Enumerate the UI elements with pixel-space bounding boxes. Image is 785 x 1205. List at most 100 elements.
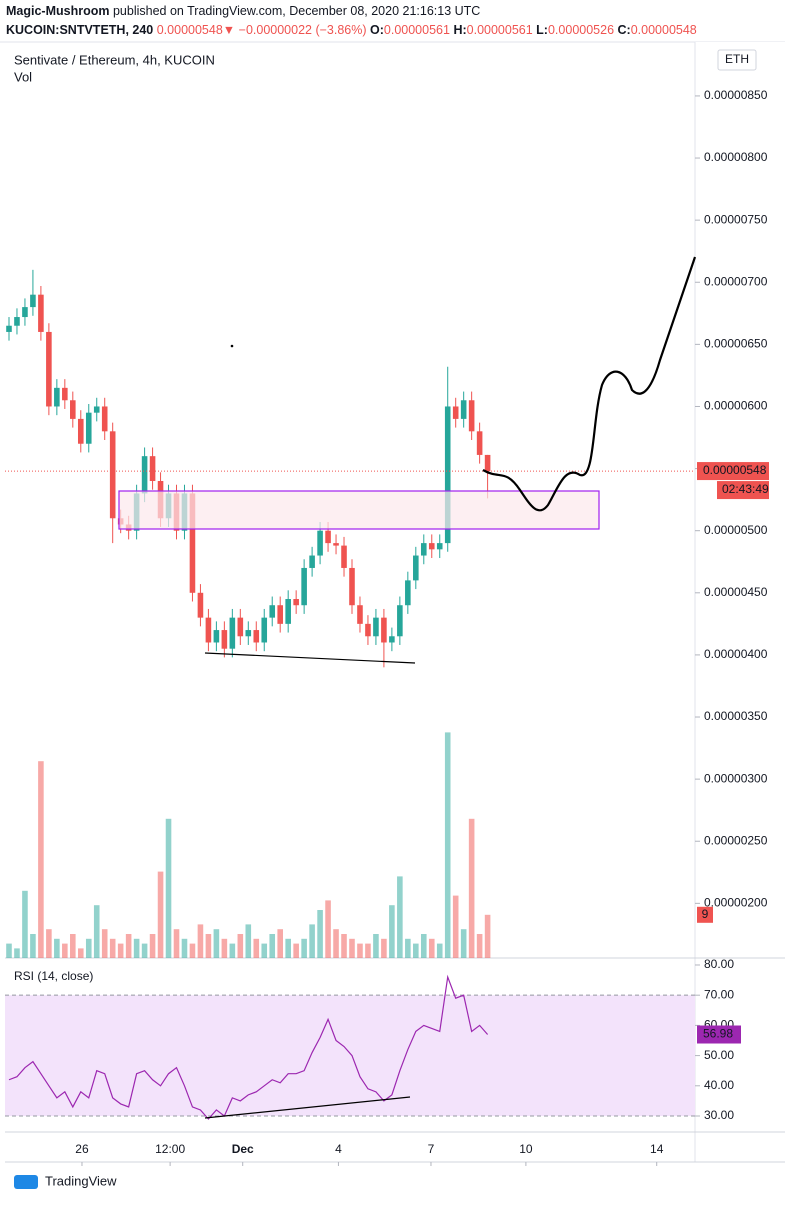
- ohlc-value: 0.00000548: [631, 23, 697, 37]
- candle-body: [141, 456, 148, 494]
- rsi-tick-label: 40.00: [704, 1078, 734, 1092]
- candle-body: [277, 605, 283, 624]
- candle-body: [253, 630, 260, 643]
- y-tick-label: 0.00000600: [704, 399, 768, 413]
- candle-body: [197, 592, 204, 618]
- dot: [230, 344, 234, 348]
- y-tick-label: 0.00000400: [704, 647, 768, 661]
- projection: [482, 256, 697, 512]
- volume-bar: [460, 929, 467, 958]
- candle-body: [62, 387, 68, 401]
- volume-bar: [341, 934, 347, 958]
- y-tick-label: 0.00000350: [704, 709, 768, 723]
- volume-bar: [309, 924, 315, 958]
- candle-body: [373, 617, 379, 637]
- volume-bar: [357, 943, 363, 958]
- volume-bar: [229, 943, 236, 958]
- chart-title: Sentivate / Ethereum, 4h, KUCOIN: [14, 52, 215, 67]
- candle-body: [149, 456, 156, 482]
- candle-body: [237, 617, 244, 637]
- volume-bar: [189, 943, 196, 958]
- volume-bar: [413, 943, 419, 958]
- candle-body: [221, 630, 228, 649]
- candle-body: [444, 406, 451, 544]
- volume-bar: [397, 876, 403, 958]
- volume-bar: [197, 924, 204, 958]
- rsi-tick-label: 30.00: [704, 1108, 734, 1122]
- rsi-title: RSI (14, close): [14, 969, 93, 983]
- candle-body: [269, 605, 276, 618]
- candle-body: [285, 599, 291, 624]
- candle-body: [30, 294, 36, 308]
- zone-box: [118, 490, 600, 530]
- marks: [5, 269, 695, 1120]
- candle-body: [54, 387, 60, 407]
- rsi-tick-label: 80.00: [704, 957, 734, 971]
- candle-body: [476, 431, 483, 455]
- candle-body: [365, 623, 371, 637]
- candle-body: [349, 567, 355, 606]
- volume-legend: Vol: [14, 69, 32, 84]
- candle-body: [261, 617, 268, 643]
- volume-bar: [173, 929, 180, 958]
- volume-bar: [301, 938, 307, 958]
- volume-bar: [6, 943, 12, 958]
- volume-bar: [141, 943, 148, 958]
- volume-bar: [428, 938, 435, 958]
- volume-bar: [468, 818, 475, 958]
- volume-bar: [46, 929, 52, 958]
- header-line-1: Magic-Mushroom published on TradingView.…: [6, 4, 480, 18]
- candle-body: [22, 307, 28, 318]
- y-tick-label: 0.00000300: [704, 771, 768, 785]
- candle-body: [229, 617, 236, 649]
- volume-bar: [381, 938, 387, 958]
- volume-bar: [285, 938, 291, 958]
- rsi-value: 56.98: [703, 1027, 733, 1041]
- x-tick-label: 10: [519, 1142, 533, 1156]
- volume-bar: [157, 871, 164, 958]
- volume-bar: [125, 934, 132, 958]
- volume-bar: [293, 943, 299, 958]
- y-tick-label: 0.00000800: [704, 150, 768, 164]
- countdown-box: [717, 481, 769, 500]
- candle-body: [333, 543, 339, 546]
- volume-bar: [77, 948, 84, 958]
- ohlc-key: L:: [536, 23, 548, 37]
- candle-body: [205, 617, 212, 643]
- volume-label-box: [697, 906, 713, 923]
- volume-bar: [476, 934, 483, 958]
- candle-body: [381, 617, 387, 643]
- candle-body: [436, 543, 443, 550]
- candle-body: [309, 555, 315, 568]
- volume-bar: [221, 938, 228, 958]
- volume-bar: [349, 938, 355, 958]
- published: published on TradingView.com, December 0…: [113, 4, 480, 18]
- volume-bar: [85, 938, 92, 958]
- ohlc-value: 0.00000561: [384, 23, 450, 37]
- y-tick-label: 0.00000850: [704, 88, 768, 102]
- volume-bar: [54, 938, 60, 958]
- y-tick-label: 0.00000250: [704, 833, 768, 847]
- candle-body: [405, 580, 411, 606]
- volume-bar: [452, 895, 459, 958]
- volume-bar: [269, 934, 276, 958]
- volume-bar: [30, 934, 36, 958]
- symbol: KUCOIN:SNTVTETH, 240: [6, 23, 153, 37]
- ohlc-key: C:: [618, 23, 631, 37]
- volume-bar: [181, 938, 188, 958]
- volume-bar: [101, 929, 108, 958]
- candle-body: [460, 400, 467, 419]
- ohlc-value: 0.00000526: [548, 23, 614, 37]
- candle-body: [77, 418, 84, 444]
- last-price-label: 0.00000548: [703, 463, 767, 477]
- candle-body: [189, 493, 196, 593]
- candle-body: [413, 555, 419, 581]
- candle-body: [85, 412, 92, 444]
- volume-bar: [38, 761, 44, 958]
- volume-bar: [133, 938, 140, 958]
- countdown: 02:43:49: [722, 482, 769, 496]
- brand-logo: [14, 1175, 38, 1189]
- currency-box[interactable]: [717, 49, 757, 71]
